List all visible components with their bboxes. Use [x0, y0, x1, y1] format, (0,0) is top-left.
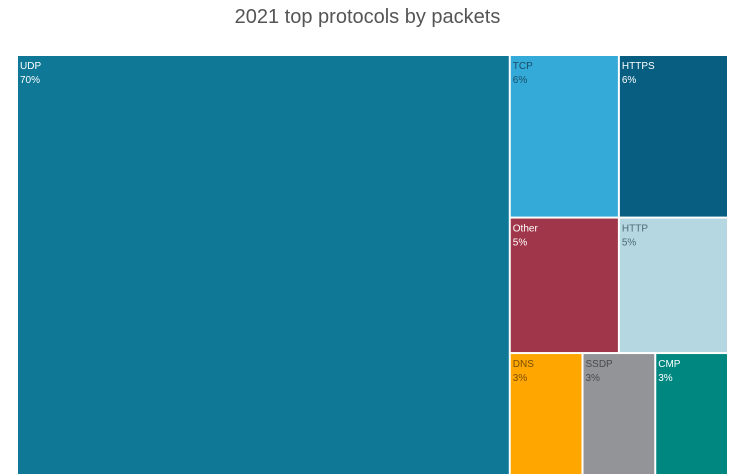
- tile-rect-dns: [510, 354, 582, 474]
- tile-value-udp: 70%: [20, 75, 40, 86]
- tile-dns: DNS 3%: [510, 354, 582, 474]
- tile-rect-cmp: [656, 354, 727, 474]
- tile-label-udp: UDP: [20, 61, 41, 72]
- tile-label-https: HTTPS: [622, 61, 655, 72]
- tile-label-other: Other: [513, 224, 539, 235]
- tile-tcp: TCP 6%: [510, 56, 618, 217]
- tile-value-http: 5%: [622, 238, 637, 249]
- tile-cmp: CMP 3%: [656, 354, 727, 474]
- tile-label-ssdp: SSDP: [586, 359, 614, 370]
- tile-rect-https: [619, 56, 727, 217]
- tile-rect-udp: [18, 56, 509, 474]
- tile-value-dns: 3%: [513, 373, 528, 384]
- tile-value-other: 5%: [513, 238, 528, 249]
- tile-rect-tcp: [510, 56, 618, 217]
- tile-rect-other: [510, 218, 618, 353]
- chart-title: 2021 top protocols by packets: [234, 6, 501, 28]
- tile-label-http: HTTP: [622, 224, 648, 235]
- tile-rect-http: [619, 218, 727, 353]
- tile-value-https: 6%: [622, 75, 637, 86]
- tile-label-tcp: TCP: [513, 61, 533, 72]
- tile-http: HTTP 5%: [619, 218, 727, 353]
- tile-value-tcp: 6%: [513, 75, 528, 86]
- tile-value-cmp: 3%: [658, 373, 673, 384]
- tile-label-dns: DNS: [513, 359, 534, 370]
- tile-udp: UDP 70%: [18, 56, 509, 474]
- tile-rect-ssdp: [583, 354, 655, 474]
- tile-https: HTTPS 6%: [619, 56, 727, 217]
- tile-value-ssdp: 3%: [586, 373, 601, 384]
- tile-label-cmp: CMP: [658, 359, 681, 370]
- tile-other: Other 5%: [510, 218, 618, 353]
- tile-ssdp: SSDP 3%: [583, 354, 655, 474]
